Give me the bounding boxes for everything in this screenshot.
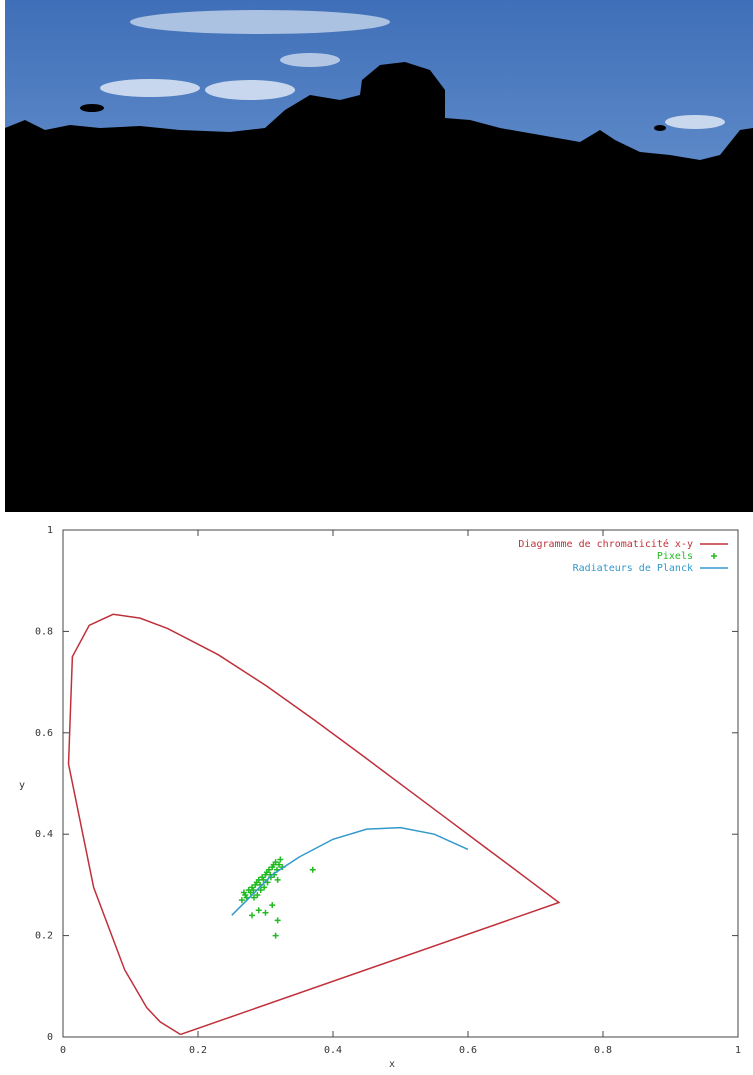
point (255, 907, 262, 914)
cloud (205, 80, 295, 100)
point (272, 859, 279, 866)
y-tick-label: 1 (47, 525, 53, 536)
silhouette-blob (80, 104, 104, 112)
plot-frame (62, 529, 739, 1038)
point (238, 897, 245, 904)
cloud (280, 53, 340, 67)
x-tick-label: 0 (60, 1045, 66, 1056)
point (249, 912, 255, 919)
legend-label: Radiateurs de Planck (573, 563, 693, 574)
x-tick-label: 0.2 (189, 1045, 207, 1056)
point (272, 932, 279, 939)
photo (5, 0, 753, 512)
legend-swatch (711, 553, 717, 559)
point (250, 886, 257, 893)
point (274, 917, 281, 924)
point (251, 894, 258, 901)
x-tick-label: 1 (735, 1045, 741, 1056)
series-line (67, 613, 561, 1036)
point (240, 889, 247, 896)
point (261, 884, 268, 891)
x-axis-label: x (389, 1059, 395, 1070)
y-tick-label: 0 (47, 1032, 53, 1043)
point (260, 876, 267, 883)
legend-label: Diagramme de chromaticité x-y (518, 538, 693, 550)
point (262, 909, 269, 916)
point (254, 892, 261, 899)
cloud (665, 115, 725, 129)
x-tick-label: 0.6 (459, 1045, 477, 1056)
cloud (130, 10, 390, 34)
cloud (100, 79, 200, 97)
y-tick-label: 0.2 (35, 931, 53, 942)
series-line (231, 826, 469, 916)
point (274, 876, 281, 883)
point (276, 861, 282, 868)
silhouette (5, 62, 753, 512)
point (257, 886, 264, 893)
x-tick-label: 0.4 (324, 1045, 342, 1056)
legend-label: Pixels (657, 551, 693, 562)
point (269, 902, 276, 909)
y-axis-label: y (19, 780, 25, 791)
y-tick-label: 0.8 (35, 626, 53, 637)
x-tick-label: 0.8 (594, 1045, 612, 1056)
silhouette-blob (654, 125, 666, 131)
point (277, 856, 284, 863)
y-tick-label: 0.6 (35, 728, 53, 739)
point (309, 866, 316, 873)
y-tick-label: 0.4 (35, 829, 53, 840)
point (265, 866, 272, 873)
chart: x y 0 0.2 0.4 0.6 0.8 1 0 0.2 0.4 0.6 0.8 1 Diagramm… (19, 525, 741, 1070)
